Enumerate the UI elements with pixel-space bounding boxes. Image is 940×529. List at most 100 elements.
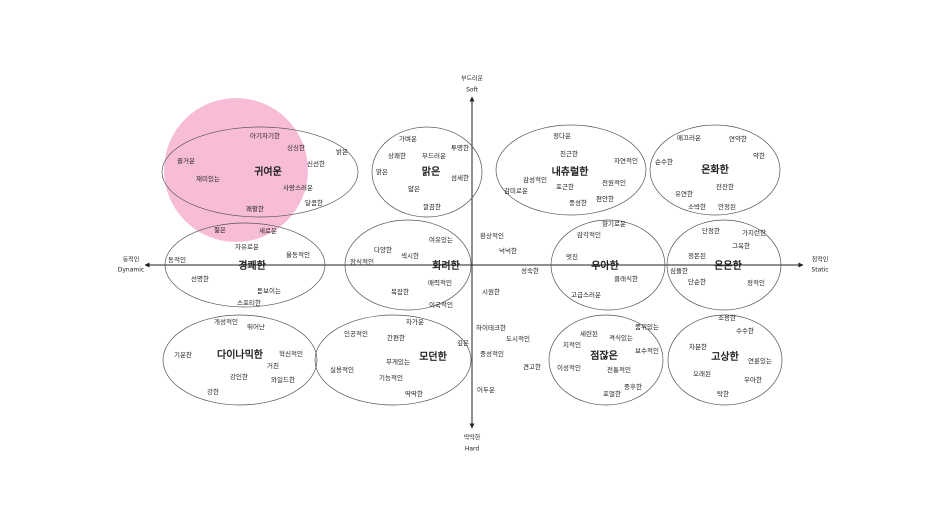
word: 새로운 xyxy=(259,226,277,235)
cluster-title: 은은한 xyxy=(714,260,742,272)
word: 잔잔한 xyxy=(716,182,734,191)
word: 자연적인 xyxy=(614,156,638,165)
word: 전원적인 xyxy=(602,178,626,187)
word: 쾌활한 xyxy=(246,204,264,213)
word: 부드러운 xyxy=(422,151,446,160)
word: 멋진 xyxy=(566,252,578,261)
word: 포근한 xyxy=(556,183,574,191)
word: 깔끔한 xyxy=(423,203,441,211)
word: 투명한 xyxy=(451,143,469,152)
word: 기운찬 xyxy=(174,350,192,359)
word: 포멀한 xyxy=(603,390,621,398)
axis-label: 딱딱한 xyxy=(464,434,481,442)
axis-label: Dynamic xyxy=(118,267,144,274)
word: 밝은 xyxy=(336,147,348,156)
axis-label: 부드러운 xyxy=(461,75,484,83)
word: 하이테크한 xyxy=(476,323,506,332)
word: 상쾌한 xyxy=(388,151,406,160)
word: 향기로운 xyxy=(602,219,626,228)
word: 보수적인 xyxy=(635,346,659,355)
word: 연륜있는 xyxy=(748,357,772,365)
word: 감성적인 xyxy=(523,175,547,184)
word: 와일드한 xyxy=(271,375,295,384)
word: 간편한 xyxy=(387,333,405,342)
word: 중성적인 xyxy=(480,349,504,358)
word: 편안한 xyxy=(596,194,614,203)
word: 섬세한 xyxy=(451,173,469,182)
word: 얇은 xyxy=(408,184,420,193)
word: 아기자기한 xyxy=(250,131,280,140)
word: 달콤한 xyxy=(305,199,323,207)
word: 다양한 xyxy=(374,245,392,254)
word: 지적인 xyxy=(563,340,581,349)
word: 매끄러운 xyxy=(677,133,701,142)
word: 정적인 xyxy=(747,278,765,287)
cluster-ellipse xyxy=(548,314,664,406)
word: 가벼운 xyxy=(399,134,417,143)
cluster-title: 고상한 xyxy=(711,350,739,363)
word: 정다운 xyxy=(553,131,571,140)
word: 스포티한 xyxy=(237,298,261,307)
word: 이성적인 xyxy=(557,363,581,372)
word: 뛰어난 xyxy=(247,322,265,331)
word: 강한 xyxy=(207,387,219,396)
word: 중후한 xyxy=(624,383,642,391)
cluster-ellipse xyxy=(161,126,359,218)
cluster-title: 온화한 xyxy=(701,164,729,176)
word: 동적인 xyxy=(168,255,186,264)
word: 세련된 xyxy=(580,329,598,338)
word: 단순한 xyxy=(688,277,706,286)
word: 정돈된 xyxy=(688,251,706,260)
word: 탁한 xyxy=(717,390,729,398)
word: 이국적인 xyxy=(429,300,453,309)
cluster-title: 경쾌한 xyxy=(238,259,266,272)
word: 넉넉한 xyxy=(499,246,517,255)
cluster-ellipse xyxy=(666,219,782,311)
cluster-title: 우아한 xyxy=(591,259,619,272)
word: 어두운 xyxy=(477,385,495,394)
cluster-ellipse xyxy=(649,124,781,216)
cluster-ellipse xyxy=(344,219,472,311)
word: 고급스러운 xyxy=(571,290,601,299)
word: 복잡한 xyxy=(391,288,409,296)
word: 차가운 xyxy=(406,317,424,326)
axis-label: Soft xyxy=(466,87,478,94)
word: 오래된 xyxy=(693,369,711,378)
word: 즐거운 xyxy=(177,156,195,165)
word: 차분한 xyxy=(689,342,707,351)
word: 무게있는 xyxy=(386,357,410,366)
word: 싱싱한 xyxy=(287,143,305,152)
cluster-title: 귀여운 xyxy=(254,165,282,178)
word: 약한 xyxy=(753,151,765,160)
word: 시원한 xyxy=(482,287,500,296)
word: 신선한 xyxy=(307,159,325,168)
word: 순수한 xyxy=(655,158,673,166)
word: 기능적인 xyxy=(379,373,403,382)
word: 섹시한 xyxy=(401,251,419,260)
axis-label: 정적인 xyxy=(812,257,829,264)
word: 심플한 xyxy=(670,266,688,275)
word: 딱딱한 xyxy=(405,389,423,398)
word: 강인한 xyxy=(230,372,248,381)
cluster-ellipse xyxy=(550,219,666,311)
cluster-ellipse xyxy=(314,314,472,406)
word: 클래식한 xyxy=(614,274,638,283)
word: 그윽한 xyxy=(732,242,750,250)
word: 감미로운 xyxy=(504,186,528,195)
word: 선명한 xyxy=(191,274,209,283)
word: 혁신적인 xyxy=(279,349,303,358)
cluster-ellipse xyxy=(667,314,783,406)
cluster-title: 화려한 xyxy=(432,259,460,272)
word: 장식적인 xyxy=(350,257,374,266)
word: 연약한 xyxy=(729,134,747,143)
word: 개성적인 xyxy=(214,317,238,326)
cluster-title: 모던한 xyxy=(419,350,447,363)
cluster-ellipse xyxy=(495,124,647,216)
word: 우아한 xyxy=(744,375,762,384)
word: 안정된 xyxy=(718,202,736,211)
word: 수수한 xyxy=(736,327,754,335)
cluster-ellipse xyxy=(162,314,318,406)
axis-label: Static xyxy=(811,267,828,274)
word: 견고한 xyxy=(523,362,541,371)
